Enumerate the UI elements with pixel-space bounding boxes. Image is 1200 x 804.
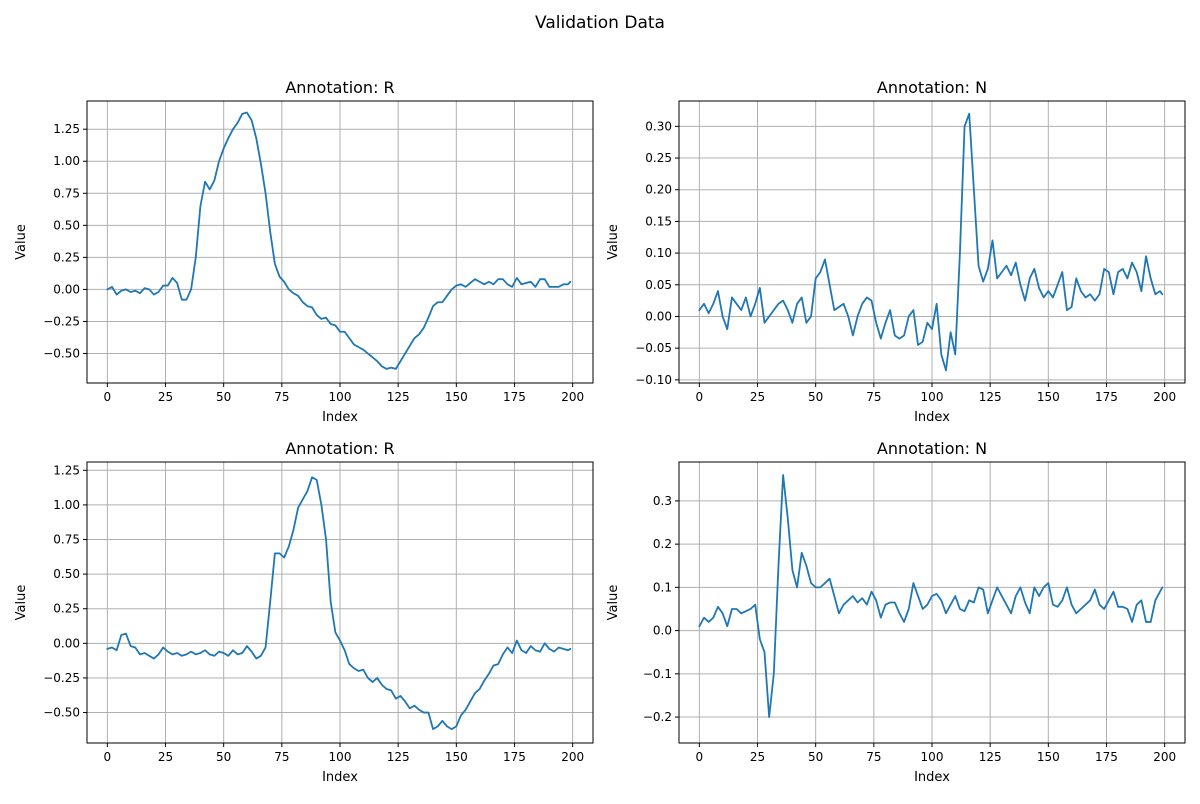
y-tick-label: 0.75 (53, 533, 80, 547)
subplot-title: Annotation: R (285, 78, 394, 97)
x-axis-label: Index (914, 770, 950, 785)
x-tick-label: 125 (387, 390, 410, 404)
x-axis-label: Index (322, 410, 358, 425)
subplot-4: 0 25 50 75 100 125 150 175 200 −0.2 −0.1 0.0 0.1 0.2 0… (606, 439, 1186, 785)
y-tick-label: 0.3 (653, 494, 672, 508)
x-axis-label: Index (914, 410, 950, 425)
y-tick-label: 1.25 (53, 463, 80, 477)
x-tick-label: 100 (921, 390, 944, 404)
subplot-1: 0 25 50 75 100 125 150 175 200 −0.50 −0.25 0.00 0.25… (14, 78, 594, 425)
x-tick-label: 25 (750, 390, 765, 404)
x-tick-label: 150 (1037, 390, 1060, 404)
subplot-title: Annotation: R (285, 439, 394, 458)
y-tick-label: −0.25 (43, 314, 80, 328)
x-tick-label: 125 (979, 390, 1002, 404)
y-tick-label: 0.50 (53, 567, 80, 581)
y-tick-label: −0.05 (635, 341, 672, 355)
x-tick-label: 50 (216, 390, 231, 404)
series-line (106, 476, 572, 731)
series-line (106, 111, 572, 370)
y-axis-label: Value (606, 585, 621, 621)
x-tick-label: 50 (216, 750, 231, 764)
x-tick-label: 50 (808, 390, 823, 404)
x-tick-label: 75 (866, 390, 881, 404)
subplot-title: Annotation: N (877, 78, 987, 97)
subplot-2: 0 25 50 75 100 125 150 175 200 −0.10 −0.05 0.00 0.05… (606, 78, 1186, 425)
y-tick-label: −0.2 (643, 710, 672, 724)
y-tick-label: 0.00 (645, 309, 672, 323)
y-tick-label: 0.1 (653, 580, 672, 594)
x-tick-label: 175 (1095, 390, 1118, 404)
y-tick-label: −0.50 (43, 706, 80, 720)
y-tick-label: 0.0 (653, 624, 672, 638)
figure-suptitle: Validation Data (535, 13, 665, 33)
x-axis-label: Index (322, 770, 358, 785)
y-tick-label: −0.25 (43, 671, 80, 685)
x-tick-label: 150 (1037, 750, 1060, 764)
x-tick-label: 0 (696, 390, 704, 404)
x-tick-label: 200 (561, 390, 584, 404)
subplot-3: 0 25 50 75 100 125 150 175 200 −0.50 −0.25 0.00 0.25… (14, 439, 594, 785)
x-tick-label: 0 (104, 750, 112, 764)
y-tick-label: 0.00 (53, 636, 80, 650)
y-tick-label: 0.15 (645, 214, 672, 228)
x-tick-label: 25 (158, 750, 173, 764)
x-tick-label: 125 (979, 750, 1002, 764)
y-tick-label: 0.25 (645, 151, 672, 165)
x-tick-label: 150 (445, 390, 468, 404)
x-tick-label: 0 (104, 390, 112, 404)
y-tick-label: 0.30 (645, 119, 672, 133)
x-tick-label: 100 (921, 750, 944, 764)
x-tick-label: 75 (274, 390, 289, 404)
y-tick-label: 1.00 (53, 498, 80, 512)
y-tick-label: 0.25 (53, 602, 80, 616)
y-tick-label: −0.1 (643, 667, 672, 681)
x-tick-label: 0 (696, 750, 704, 764)
y-axis-label: Value (14, 224, 29, 260)
y-tick-label: 0.00 (53, 282, 80, 296)
y-axis-label: Value (606, 224, 621, 260)
x-tick-label: 200 (561, 750, 584, 764)
y-tick-label: 0.20 (645, 183, 672, 197)
x-tick-label: 200 (1153, 390, 1176, 404)
x-tick-label: 100 (329, 390, 352, 404)
y-tick-label: 0.75 (53, 186, 80, 200)
x-tick-label: 75 (866, 750, 881, 764)
x-tick-label: 175 (503, 390, 526, 404)
y-tick-label: 0.05 (645, 278, 672, 292)
x-tick-label: 25 (750, 750, 765, 764)
y-tick-label: 0.25 (53, 250, 80, 264)
x-tick-label: 175 (1095, 750, 1118, 764)
y-tick-label: 0.50 (53, 218, 80, 232)
y-tick-label: 1.25 (53, 122, 80, 136)
series-line (698, 112, 1164, 372)
x-tick-label: 175 (503, 750, 526, 764)
y-tick-label: 0.2 (653, 537, 672, 551)
y-tick-label: 0.10 (645, 246, 672, 260)
subplot-title: Annotation: N (877, 439, 987, 458)
y-tick-label: 1.00 (53, 154, 80, 168)
x-tick-label: 150 (445, 750, 468, 764)
series-line (698, 474, 1164, 718)
x-tick-label: 50 (808, 750, 823, 764)
y-tick-label: −0.50 (43, 347, 80, 361)
x-tick-label: 25 (158, 390, 173, 404)
y-tick-label: −0.10 (635, 373, 672, 387)
x-tick-label: 100 (329, 750, 352, 764)
x-tick-label: 125 (387, 750, 410, 764)
x-tick-label: 75 (274, 750, 289, 764)
x-tick-label: 200 (1153, 750, 1176, 764)
y-axis-label: Value (14, 585, 29, 621)
